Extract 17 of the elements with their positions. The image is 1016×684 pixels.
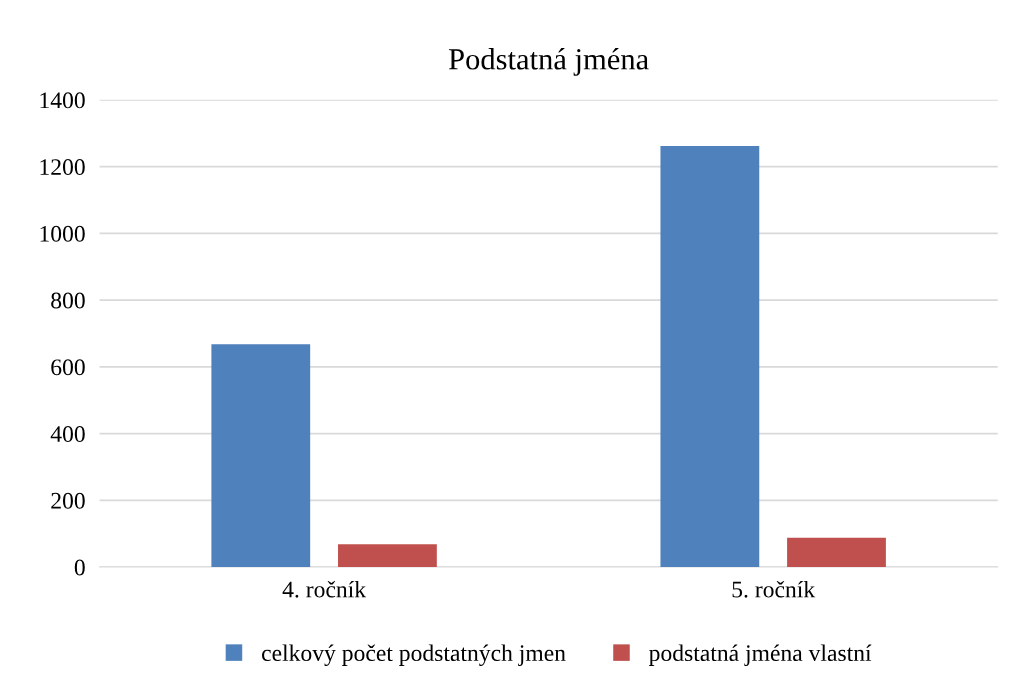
legend-label: celkový počet podstatných jmen [262, 644, 566, 666]
bar [211, 344, 311, 568]
y-tick-label: 600 [51, 359, 85, 376]
y-tick-label: 1400 [40, 92, 85, 109]
chart-title: Podstatná jména [448, 48, 649, 76]
x-tick-label: 5. ročník [732, 580, 816, 598]
y-tick-label: 1000 [40, 225, 85, 242]
y-tick-label: 800 [51, 292, 85, 309]
y-tick-label: 200 [51, 492, 85, 509]
bar [787, 537, 886, 568]
x-tick-label: 4. ročník [282, 580, 367, 598]
y-tick-label: 0 [74, 559, 85, 576]
bar [660, 145, 760, 568]
y-tick-label: 1200 [40, 159, 85, 176]
legend-label: podstatná jména vlastní [649, 644, 872, 666]
y-tick-label: 400 [50, 426, 85, 442]
bar [338, 544, 437, 568]
